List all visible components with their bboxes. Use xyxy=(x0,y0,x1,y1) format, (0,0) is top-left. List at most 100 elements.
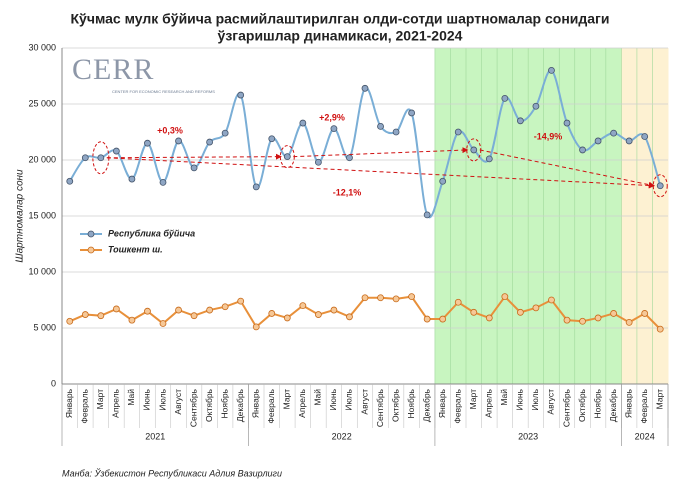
data-point xyxy=(641,133,649,140)
data-point xyxy=(66,177,74,185)
data-point xyxy=(346,154,353,162)
x-tick-label: Июнь xyxy=(515,388,525,410)
data-point xyxy=(361,294,369,302)
x-tick-label: Февраль xyxy=(80,388,90,423)
x-tick-label: Декабрь xyxy=(421,388,431,422)
data-point xyxy=(283,314,291,322)
x-tick-label: Март xyxy=(95,389,105,409)
y-tick-label: 5 000 xyxy=(33,322,56,332)
x-tick-label: Декабрь xyxy=(235,388,245,422)
x-tick-label: Февраль xyxy=(639,388,649,423)
x-tick-label: Декабрь xyxy=(608,388,618,422)
x-tick-label: Октябрь xyxy=(390,388,400,422)
x-tick-label: Июль xyxy=(157,388,167,410)
year-label: 2022 xyxy=(332,431,352,441)
year-label: 2024 xyxy=(635,431,655,441)
data-point xyxy=(221,303,229,311)
data-point xyxy=(408,109,416,117)
data-point xyxy=(656,182,664,190)
data-point xyxy=(330,125,338,133)
data-point xyxy=(563,316,571,324)
x-tick-label: Сентябрь xyxy=(188,388,198,427)
legend-marker xyxy=(87,246,95,254)
x-tick-label: Сентябрь xyxy=(561,388,571,427)
x-tick-label: Август xyxy=(546,389,556,415)
data-point xyxy=(112,147,120,155)
y-tick-label: 30 000 xyxy=(28,42,56,52)
data-point xyxy=(112,305,120,313)
data-point xyxy=(268,310,276,317)
data-point xyxy=(237,297,245,305)
data-point xyxy=(206,138,214,146)
data-point xyxy=(128,175,136,183)
x-tick-label: Май xyxy=(313,389,323,406)
data-point xyxy=(237,91,245,99)
data-point xyxy=(641,310,649,317)
comparison-arrow xyxy=(293,147,469,158)
x-tick-label: Март xyxy=(468,389,478,409)
data-point xyxy=(361,84,369,92)
data-point xyxy=(299,119,307,127)
x-tick-label: Март xyxy=(654,389,664,409)
x-tick-label: Январь xyxy=(64,388,74,418)
data-point xyxy=(206,306,214,314)
y-tick-label: 10 000 xyxy=(28,266,56,276)
data-point xyxy=(594,314,602,322)
data-point xyxy=(175,137,182,145)
x-tick-label: Август xyxy=(173,389,183,415)
annotation: +2,9% xyxy=(319,112,345,122)
chart-title: Кўчмас мулк бўйича расмийлаштирилган олд… xyxy=(70,11,609,27)
data-point xyxy=(66,317,74,325)
highlight-ellipse xyxy=(652,174,668,198)
data-point xyxy=(392,295,400,303)
x-tick-label: Сентябрь xyxy=(375,388,385,427)
legend-label: Тошкент ш. xyxy=(108,244,163,254)
x-tick-label: Февраль xyxy=(452,388,462,423)
data-point xyxy=(485,155,493,163)
data-point xyxy=(144,139,151,147)
data-point xyxy=(314,158,322,166)
data-point xyxy=(439,315,447,323)
data-point xyxy=(501,293,509,301)
data-point xyxy=(330,306,338,314)
data-point xyxy=(128,316,136,324)
data-point xyxy=(516,308,524,316)
data-point xyxy=(532,304,540,312)
data-point xyxy=(268,135,276,143)
data-point xyxy=(423,211,431,219)
data-point xyxy=(610,129,618,137)
data-point xyxy=(81,311,89,318)
data-point xyxy=(501,95,509,102)
data-point xyxy=(252,323,260,331)
annotation: +0,3% xyxy=(157,125,183,135)
data-point xyxy=(377,294,384,302)
data-point xyxy=(159,178,167,186)
logo-tagline: CENTER FOR ECONOMIC RESEARCH AND REFORMS xyxy=(112,89,215,94)
x-tick-label: Февраль xyxy=(266,388,276,423)
data-point xyxy=(97,154,105,162)
data-point xyxy=(579,146,586,154)
data-point xyxy=(610,310,618,317)
x-tick-label: Июнь xyxy=(328,388,338,410)
data-point xyxy=(221,129,229,137)
x-tick-label: Июль xyxy=(530,388,540,410)
data-point xyxy=(144,307,151,315)
data-point xyxy=(190,164,198,172)
data-point xyxy=(594,137,602,145)
x-tick-label: Август xyxy=(359,389,369,415)
data-point xyxy=(175,306,182,314)
data-point xyxy=(516,117,524,125)
comparison-arrow xyxy=(479,149,655,188)
data-point xyxy=(97,312,105,320)
x-tick-label: Январь xyxy=(623,388,633,418)
x-tick-label: Апрель xyxy=(111,388,121,417)
data-point xyxy=(408,293,416,301)
y-tick-label: 15 000 xyxy=(28,210,56,220)
annotation: -12,1% xyxy=(333,187,362,197)
data-point xyxy=(299,302,307,310)
y-tick-label: 25 000 xyxy=(28,98,56,108)
x-tick-label: Май xyxy=(126,389,136,406)
y-axis-label: Шартномалар сони xyxy=(15,169,26,263)
x-tick-label: Ноябрь xyxy=(592,388,602,418)
annotation: -14,9% xyxy=(534,131,563,141)
